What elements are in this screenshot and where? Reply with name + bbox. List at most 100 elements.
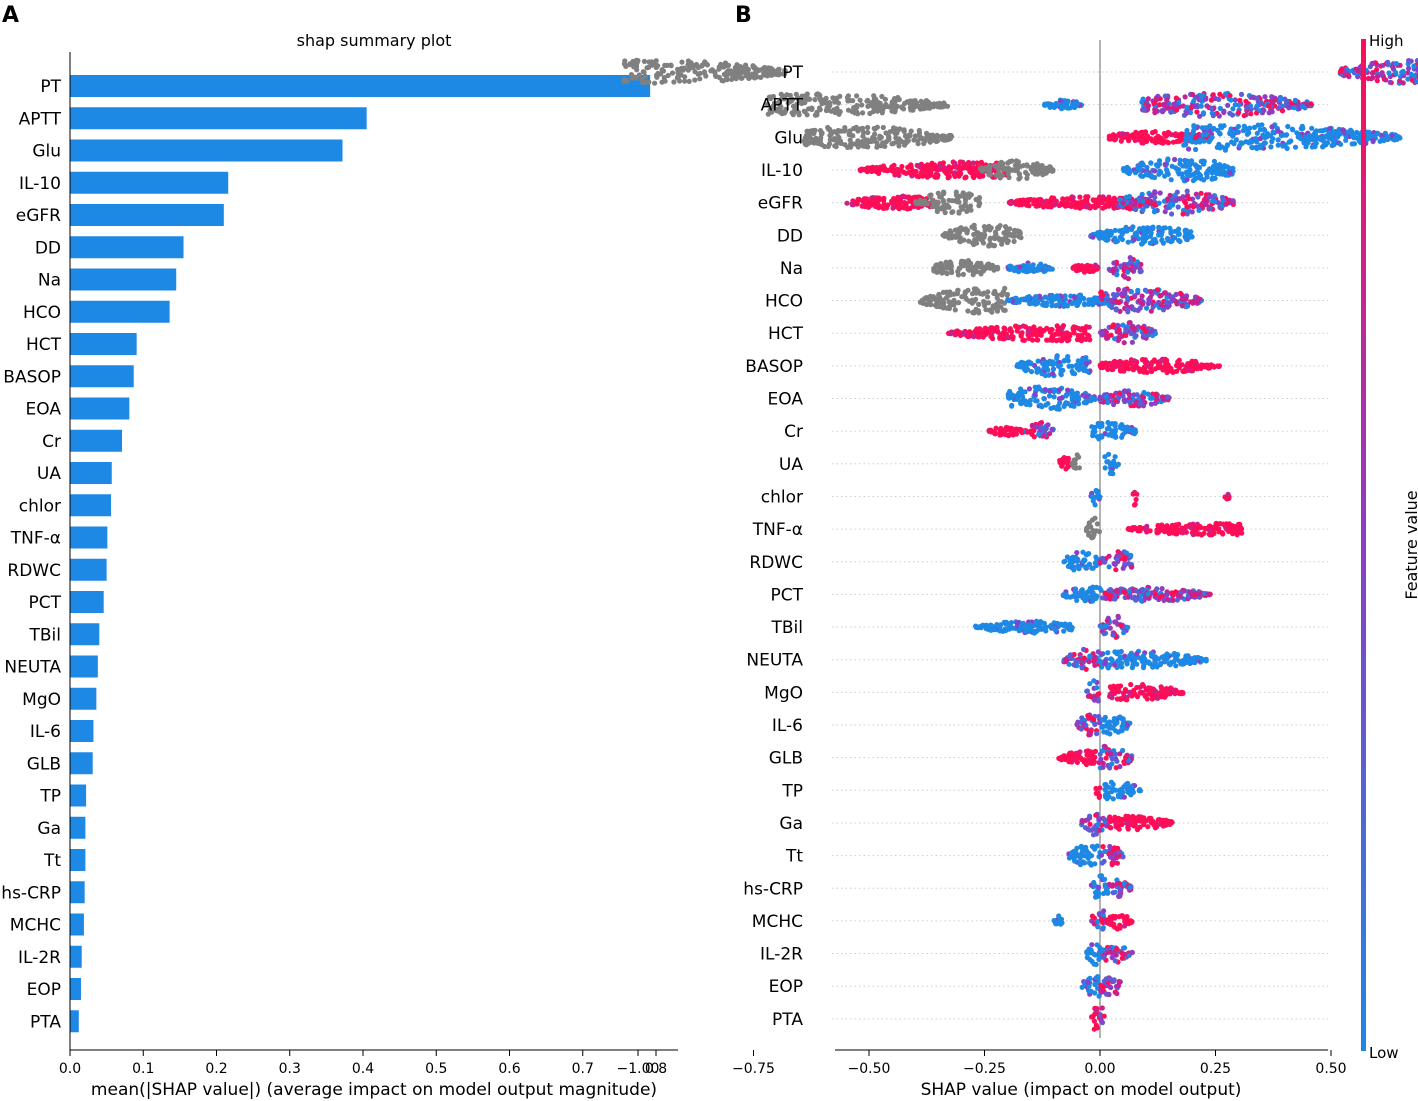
shap-point <box>1193 299 1199 305</box>
shap-point <box>970 174 976 180</box>
shap-point <box>932 296 938 303</box>
shap-point <box>981 299 987 305</box>
bar <box>70 752 93 775</box>
shap-point <box>1129 339 1135 345</box>
shap-point <box>1099 198 1106 204</box>
shap-point <box>1131 502 1138 508</box>
shap-point <box>1040 427 1046 433</box>
shap-point <box>1034 161 1040 167</box>
shap-point <box>1116 336 1122 342</box>
bar <box>70 720 94 742</box>
shap-point <box>933 262 939 268</box>
shap-point <box>1149 395 1155 401</box>
shap-point <box>1225 102 1231 108</box>
shap-point <box>1014 328 1020 334</box>
shap-point <box>1059 106 1065 112</box>
shap-point <box>924 301 930 308</box>
shap-point <box>985 289 991 295</box>
shap-point <box>1152 189 1158 195</box>
shap-point <box>626 62 633 68</box>
shap-point <box>1210 194 1216 200</box>
shap-point <box>1145 103 1152 109</box>
shap-point <box>1005 171 1011 177</box>
shap-point <box>1171 297 1177 303</box>
shap-point <box>923 105 929 111</box>
shap-point <box>993 172 1000 178</box>
shap-point <box>1165 235 1171 242</box>
shap-point <box>1189 234 1195 240</box>
shap-point <box>692 69 698 75</box>
shap-point <box>941 103 947 109</box>
bar <box>70 139 343 162</box>
shap-point <box>1086 297 1092 303</box>
shap-point <box>999 236 1005 242</box>
shap-point <box>946 234 953 240</box>
shap-point <box>1125 239 1131 245</box>
shap-point <box>942 233 948 239</box>
shap-point <box>874 124 881 130</box>
shap-point <box>907 132 913 139</box>
shap-point <box>1078 363 1084 369</box>
shap-point <box>1126 320 1132 326</box>
shap-point <box>646 79 652 85</box>
shap-point <box>1311 131 1317 137</box>
bar <box>70 300 170 323</box>
shap-point <box>864 98 870 104</box>
shap-point <box>1029 431 1035 437</box>
x-tick-label: 0.1 <box>132 1061 154 1077</box>
shap-point <box>1094 201 1100 207</box>
shap-point <box>1057 457 1063 464</box>
shap-point <box>1034 398 1040 404</box>
shap-point <box>1014 426 1020 432</box>
shap-point <box>739 75 745 81</box>
shap-point <box>937 194 943 200</box>
shap-point <box>1100 205 1106 211</box>
shap-point <box>1148 362 1154 368</box>
shap-point <box>1115 461 1121 468</box>
shap-point <box>1110 291 1117 298</box>
shap-point <box>1106 451 1112 457</box>
bar-category-label: MgO <box>22 690 61 710</box>
shap-point <box>1147 528 1153 534</box>
bar <box>70 558 107 581</box>
shap-point <box>1227 93 1233 99</box>
shap-point <box>1215 363 1221 369</box>
shap-point <box>1122 264 1128 270</box>
shap-point <box>1131 236 1137 243</box>
shap-point <box>1397 135 1403 141</box>
shap-point <box>1064 101 1070 107</box>
shap-point <box>1127 426 1133 433</box>
shap-point <box>1233 137 1239 143</box>
shap-point <box>1313 128 1320 134</box>
shap-point <box>1137 166 1143 172</box>
shap-point <box>1200 93 1206 99</box>
shap-point <box>1393 70 1399 76</box>
shap-point <box>634 63 640 70</box>
shap-point <box>1099 365 1106 371</box>
shap-point <box>1227 110 1233 116</box>
shap-point <box>1090 498 1096 504</box>
shap-point <box>1120 322 1126 328</box>
shap-point <box>958 171 964 177</box>
bar <box>70 849 86 871</box>
shap-point <box>879 93 885 100</box>
bar <box>70 171 229 194</box>
beeswarm-row-guides <box>832 71 1328 1020</box>
shap-point <box>1015 166 1021 172</box>
shap-point <box>804 138 810 144</box>
shap-point <box>1163 363 1169 369</box>
shap-point <box>1235 123 1242 130</box>
shap-point <box>1137 132 1143 138</box>
shap-point <box>982 325 988 332</box>
shap-point <box>919 168 925 174</box>
shap-point <box>1115 286 1121 293</box>
bar-category-label: MCHC <box>10 916 61 936</box>
shap-point <box>1125 297 1131 303</box>
shap-point <box>636 72 642 78</box>
shap-point <box>838 140 844 147</box>
shap-point <box>1160 102 1166 108</box>
shap-point <box>890 168 896 174</box>
shap-point <box>1203 170 1209 176</box>
x-tick-label: 0.7 <box>572 1061 594 1077</box>
shap-point <box>1239 530 1245 536</box>
